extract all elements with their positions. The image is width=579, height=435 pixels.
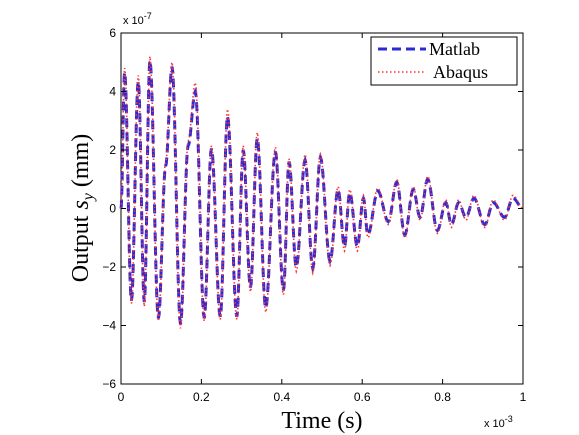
legend-label-abaqus: Abaqus <box>433 62 488 82</box>
x-scale-label: x 10-3 <box>484 414 513 430</box>
x-tick-label-1: 0.2 <box>193 390 210 404</box>
x-scale-exp: -3 <box>505 414 513 424</box>
series-line-abaqus <box>120 56 524 329</box>
x-tick-label-4: 0.8 <box>434 390 451 404</box>
y-tick-label-4: 2 <box>109 143 116 157</box>
y-tick-label-6: 6 <box>109 26 116 40</box>
y-axis-title-subscript: y <box>80 192 97 202</box>
x-tick-label-2: 0.4 <box>273 390 290 404</box>
y-scale-exp: -7 <box>144 11 152 21</box>
y-tick-label-3: 0 <box>109 202 116 216</box>
legend-box <box>370 36 518 86</box>
series-layer <box>119 56 524 329</box>
y-tick-label-2: −2 <box>102 260 116 274</box>
y-tick-label-1: −4 <box>102 319 116 333</box>
legend: Matlab Abaqus <box>370 36 518 86</box>
x-tick-label-5: 1 <box>520 390 527 404</box>
y-axis-title-symbol: s <box>68 200 94 209</box>
y-scale-label: x 10-7 <box>123 11 152 27</box>
y-axis-title-prefix: Output <box>68 215 94 282</box>
y-axis-title-suffix: (mm) <box>68 134 94 187</box>
legend-label-matlab: Matlab <box>429 39 480 59</box>
series-line-matlab <box>119 60 524 325</box>
x-axis-title: Time (s) <box>281 408 362 434</box>
y-tick-label-5: 4 <box>109 85 116 99</box>
y-tick-label-0: −6 <box>102 377 116 391</box>
x-tick-label-3: 0.6 <box>354 390 371 404</box>
x-tick-label-0: 0 <box>118 390 125 404</box>
y-axis-title: Output sy (mm) <box>68 134 99 282</box>
tick-layer: 0 0.2 0.4 0.6 0.8 1 −6 −4 −2 0 2 4 6 <box>102 26 526 404</box>
